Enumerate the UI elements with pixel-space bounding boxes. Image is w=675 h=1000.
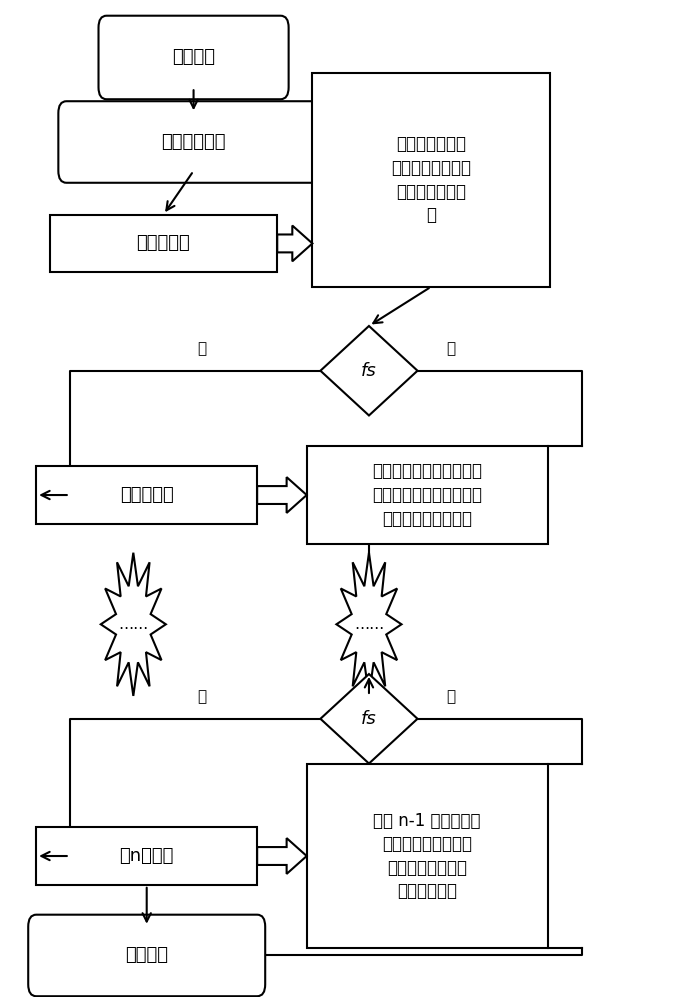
Text: 第二次分割: 第二次分割 [120,486,173,504]
Text: 第n次分割: 第n次分割 [119,847,174,865]
Bar [313,73,550,287]
FancyBboxPatch shape [58,101,329,183]
Text: 输入图像: 输入图像 [172,48,215,66]
Text: 以第一次分割生成的区域
对象为起点，计算与临近
对象合并后的异质性: 以第一次分割生成的区域 对象为起点，计算与临近 对象合并后的异质性 [372,462,482,528]
Polygon shape [101,553,166,696]
Text: 否: 否 [197,689,207,704]
FancyBboxPatch shape [99,16,289,99]
Text: ……: …… [118,617,148,632]
Polygon shape [336,553,402,696]
Bar [36,466,257,524]
Text: ……: …… [354,617,384,632]
Polygon shape [277,226,313,261]
Text: 停止分割: 停止分割 [125,946,168,964]
Text: fs: fs [361,362,377,380]
Text: 以第 n-1 次分割生成
的区域对象为起点，
计算与临近对象合
并后的异质性: 以第 n-1 次分割生成 的区域对象为起点， 计算与临近对象合 并后的异质性 [373,812,481,900]
Bar [36,827,257,885]
Text: fs: fs [361,710,377,728]
Polygon shape [257,477,306,513]
Text: 第一次分割: 第一次分割 [136,234,190,252]
FancyBboxPatch shape [28,915,265,996]
Polygon shape [321,674,418,764]
Bar [306,446,547,544]
Bar [306,764,547,948]
Text: 否: 否 [197,341,207,356]
Text: 是: 是 [446,689,456,704]
Bar [50,215,277,272]
Text: 设置各项参数: 设置各项参数 [161,133,226,151]
Text: 以单个像元为起
点，计算与临近像
元合并后的异质
性: 以单个像元为起 点，计算与临近像 元合并后的异质 性 [392,135,471,224]
Polygon shape [321,326,418,415]
Text: 是: 是 [446,341,456,356]
Polygon shape [257,838,306,874]
